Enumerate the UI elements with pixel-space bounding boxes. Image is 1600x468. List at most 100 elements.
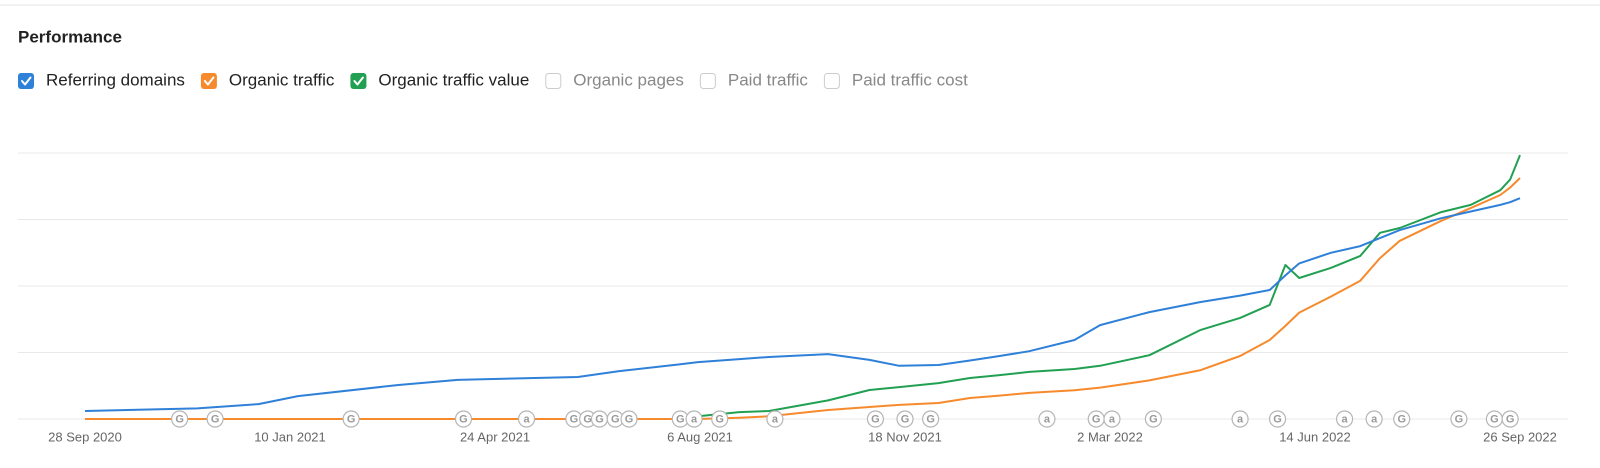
event-label[interactable]: G [1397,413,1406,425]
event-label[interactable]: a [691,413,698,425]
event-marker[interactable]: G [866,410,885,428]
event-marker[interactable]: a [1231,410,1249,428]
event-label[interactable]: a [1342,413,1349,425]
event-circle[interactable] [922,410,940,428]
event-marker[interactable]: a [685,410,703,428]
legend-item[interactable]: Organic traffic [200,70,335,89]
event-label[interactable]: a [1371,413,1378,425]
event-circle[interactable] [454,410,473,428]
event-circle[interactable] [1038,410,1056,428]
event-marker[interactable]: G [1485,410,1503,428]
series-line [85,177,1521,420]
event-label[interactable]: a [1109,413,1116,425]
event-marker[interactable]: G [711,410,729,428]
event-label[interactable]: G [595,413,604,425]
event-label[interactable]: G [625,413,634,425]
legend-item[interactable]: Referring domains [18,70,185,89]
event-label[interactable]: a [1237,413,1244,425]
event-circle[interactable] [342,410,360,428]
event-circle[interactable] [866,410,885,428]
event-marker[interactable]: G [342,410,360,428]
event-circle[interactable] [1450,410,1468,428]
event-label[interactable]: G [570,413,579,425]
event-label[interactable]: G [926,413,935,425]
event-label[interactable]: G [1149,413,1158,425]
event-circle[interactable] [206,410,224,428]
event-marker[interactable]: G [171,410,189,428]
legend-item[interactable]: Organic pages [545,70,684,89]
event-label[interactable]: a [772,413,779,425]
event-label[interactable]: G [459,413,468,425]
legend-label[interactable]: Organic pages [573,70,684,89]
event-label[interactable]: G [1273,413,1282,425]
event-marker[interactable]: G [1144,410,1162,428]
checkbox[interactable] [200,73,217,89]
event-label[interactable]: G [1506,413,1515,425]
event-circle[interactable] [1103,410,1121,428]
event-label[interactable]: G [175,413,184,425]
event-marker[interactable]: G [1393,410,1411,428]
event-circle[interactable] [685,410,703,428]
checkbox[interactable] [699,73,716,89]
legend-label[interactable]: Organic traffic [229,70,335,89]
event-marker[interactable]: G [896,410,914,428]
event-circle[interactable] [1144,410,1162,428]
event-label[interactable]: G [1092,413,1101,425]
event-circle[interactable] [1335,410,1354,428]
x-tick-label: 24 Apr 2021 [460,429,530,444]
event-marker[interactable]: a [517,410,536,428]
x-tick-label: 28 Sep 2020 [48,429,122,444]
event-circle[interactable] [1393,410,1411,428]
event-marker[interactable]: G [1268,410,1287,428]
event-marker[interactable]: a [766,410,784,428]
checkbox[interactable] [823,73,840,89]
event-label[interactable]: G [676,413,685,425]
event-marker[interactable]: G [922,410,940,428]
event-circle[interactable] [1501,410,1519,428]
event-marker[interactable]: G [1501,410,1519,428]
event-circle[interactable] [1365,410,1383,428]
event-circle[interactable] [766,410,784,428]
event-marker[interactable]: G [454,410,473,428]
event-label[interactable]: G [715,413,724,425]
event-circle[interactable] [896,410,914,428]
checkbox[interactable] [350,73,367,89]
event-label[interactable]: G [1455,413,1464,425]
event-label[interactable]: G [871,413,880,425]
legend-label[interactable]: Referring domains [46,70,185,89]
checkbox[interactable] [18,73,34,89]
event-circle[interactable] [711,410,729,428]
event-circle[interactable] [1268,410,1287,428]
checkmark [21,76,32,86]
event-marker[interactable]: G [620,410,638,428]
event-label[interactable]: G [1490,413,1499,425]
event-marker[interactable]: G [1087,410,1105,428]
event-label[interactable]: a [523,413,530,425]
event-marker[interactable]: a [1335,410,1354,428]
legend-label[interactable]: Paid traffic [728,70,809,89]
legend-label[interactable]: Paid traffic cost [852,70,968,89]
event-label[interactable]: a [1044,413,1051,425]
event-label[interactable]: G [211,413,220,425]
event-marker[interactable]: a [1038,410,1056,428]
event-marker[interactable]: G [1450,410,1468,428]
legend-item[interactable]: Organic traffic value [350,70,529,89]
event-marker[interactable]: G [206,410,224,428]
event-circle[interactable] [1231,410,1249,428]
event-label[interactable]: G [901,413,910,425]
event-marker[interactable]: G [590,410,609,428]
event-marker[interactable]: G [606,410,624,428]
checkbox[interactable] [545,73,562,89]
event-circle[interactable] [620,410,638,428]
event-circle[interactable] [517,410,536,428]
legend-item[interactable]: Paid traffic [699,70,809,89]
event-marker[interactable]: a [1365,410,1383,428]
event-label[interactable]: G [583,413,592,425]
x-tick-label: 10 Jan 2021 [254,429,326,444]
legend-label[interactable]: Organic traffic value [378,70,529,89]
legend-item[interactable]: Paid traffic cost [823,70,968,89]
event-circle[interactable] [171,410,189,428]
event-label[interactable]: G [611,413,620,425]
event-label[interactable]: G [347,413,356,425]
event-marker[interactable]: a [1103,410,1121,428]
